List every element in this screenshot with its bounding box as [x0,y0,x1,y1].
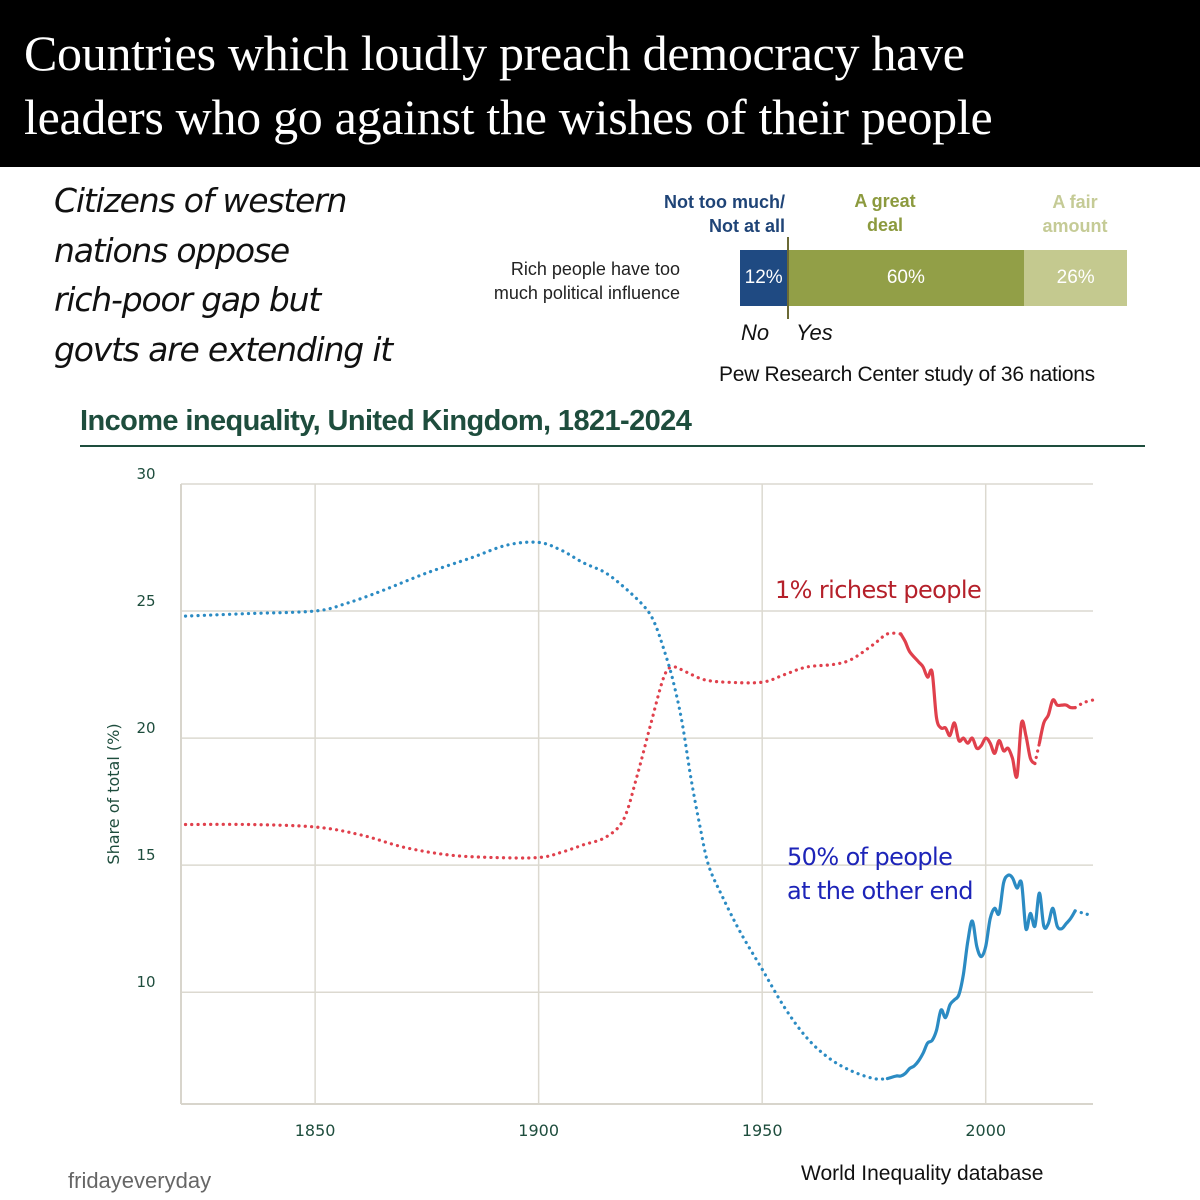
series-label-top-1-percent: 1% richest people [775,576,981,604]
yes-label: Yes [796,320,833,345]
series-line-top-1-percent-solid [899,632,1037,779]
series-line-bottom-50-percent-dotted [1073,909,1095,918]
legend-fair-amount-line-1: A fair [1052,192,1098,212]
legend-great-deal-line-2: deal [866,215,904,235]
y-tick-label: 20 [136,719,155,737]
legend-fair-amount-line-2: amount [1042,216,1108,236]
subtitle-line-3: rich-poor gap but [54,280,321,319]
bar-segment-value: 12% [744,267,783,288]
y-tick-label: 25 [136,592,155,610]
y-tick-label: 15 [136,846,155,864]
series-line-top-1-percent-dotted [1033,741,1041,766]
no-label: No [741,320,770,345]
legend-great-deal: A great deal [820,189,950,237]
series-line-bottom-50-percent-solid [885,873,1077,1081]
bar-segment-a-fair-amount: 26% [1024,250,1127,306]
headline-banner: Countries which loudly preach democracy … [0,0,1200,167]
legend-not-too-much-line-2: Not at all [708,216,785,236]
survey-question: Rich people have too much political infl… [440,257,680,305]
y-tick-label: 30 [136,465,155,483]
headline-line-1: Countries which loudly preach democracy … [24,25,965,81]
title-divider [80,445,1145,447]
x-tick-label: 1850 [295,1121,336,1140]
y-tick-label: 10 [136,973,155,991]
legend-fair-amount: A fair amount [1020,190,1130,238]
survey-question-line-2: much political influence [493,283,680,303]
subtitle: Citizens of western nations oppose rich-… [54,176,393,374]
data-source: World Inequality database [801,1162,1044,1185]
yes-no-divider [787,237,789,319]
series-line-top-1-percent-dotted [183,631,903,860]
stacked-bar: 12% 60% 26% [740,250,1127,306]
x-tick-label: 1950 [742,1121,783,1140]
x-tick-label: 2000 [965,1121,1006,1140]
legend-great-deal-line-1: A great [854,191,916,211]
series-label-bottom-50-percent-line-1: 50% of people [787,843,952,871]
legend-not-too-much: Not too much/ Not at all [615,190,785,238]
headline-line-2: leaders who go against the wishes of the… [24,89,993,145]
subtitle-line-4: govts are extending it [54,329,393,369]
y-axis-label: Share of total (%) [104,723,123,864]
survey-source: Pew Research Center study of 36 nations [719,363,1095,386]
chart-title: Income inequality, United Kingdom, 1821-… [80,405,692,437]
bar-segment-value: 26% [1056,267,1095,288]
series-line-bottom-50-percent-dotted [183,540,889,1081]
survey-question-line-1: Rich people have too [510,259,680,279]
series-label-bottom-50-percent-line-2: at the other end [787,877,973,905]
x-tick-label: 1900 [518,1121,559,1140]
subtitle-line-1: Citizens of western [54,181,347,220]
legend-not-too-much-line-1: Not too much/ [664,192,785,212]
series-line-top-1-percent-dotted [1073,698,1095,710]
bar-segment-a-great-deal: 60% [787,250,1025,306]
series-line-top-1-percent-solid [1037,698,1077,745]
bar-segment-value: 60% [886,267,925,288]
subtitle-line-2: nations oppose [54,230,290,270]
author-credit: fridayeveryday [68,1168,212,1193]
bar-segment-not-too-much-not-at-all: 12% [740,250,788,306]
